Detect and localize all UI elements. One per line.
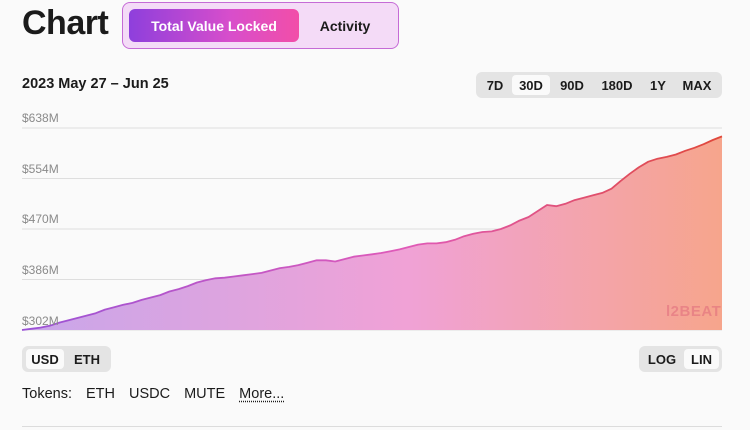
y-tick-label: $554M <box>22 162 59 176</box>
currency-toggle: USD ETH <box>22 346 111 372</box>
section-divider <box>22 426 722 427</box>
range-7d-button[interactable]: 7D <box>486 77 504 93</box>
log-scale-button[interactable]: LOG <box>647 351 677 367</box>
usd-button[interactable]: USD <box>26 349 64 369</box>
tokens-label: Tokens: <box>22 386 72 402</box>
linear-scale-button[interactable]: LIN <box>684 349 719 369</box>
tvl-area-fill <box>22 136 722 330</box>
tab-total-value-locked[interactable]: Total Value Locked <box>129 9 299 42</box>
y-tick-label: $386M <box>22 263 59 277</box>
page-title: Chart <box>22 4 109 42</box>
tokens-filter-row: Tokens: ETH USDC MUTE More... <box>22 386 284 402</box>
y-tick-label: $638M <box>22 111 59 125</box>
tvl-chart[interactable] <box>0 100 750 340</box>
y-tick-label: $470M <box>22 212 59 226</box>
range-max-button[interactable]: MAX <box>682 77 712 93</box>
tab-activity[interactable]: Activity <box>319 17 371 34</box>
range-90d-button[interactable]: 90D <box>560 77 584 93</box>
more-tokens-link[interactable]: More... <box>239 386 285 402</box>
scale-toggle: LOG LIN <box>639 346 722 372</box>
y-tick-label: $302M <box>22 314 59 328</box>
tvl-series-line <box>21 135 723 331</box>
token-eth[interactable]: ETH <box>85 386 115 402</box>
token-mute[interactable]: MUTE <box>184 386 226 402</box>
eth-button[interactable]: ETH <box>74 351 100 367</box>
range-1y-button[interactable]: 1Y <box>650 77 666 93</box>
l2beat-watermark-logo: l2BEAT <box>666 303 722 320</box>
chart-view-tabs: Total Value Locked Activity <box>122 2 399 49</box>
token-usdc[interactable]: USDC <box>128 386 171 402</box>
tvl-chart-svg <box>21 127 723 331</box>
time-range-selector: 7D 30D 90D 180D 1Y MAX <box>476 72 722 98</box>
date-range-label: 2023 May 27 – Jun 25 <box>22 76 169 92</box>
range-30d-button[interactable]: 30D <box>512 75 550 95</box>
range-180d-button[interactable]: 180D <box>601 77 633 93</box>
